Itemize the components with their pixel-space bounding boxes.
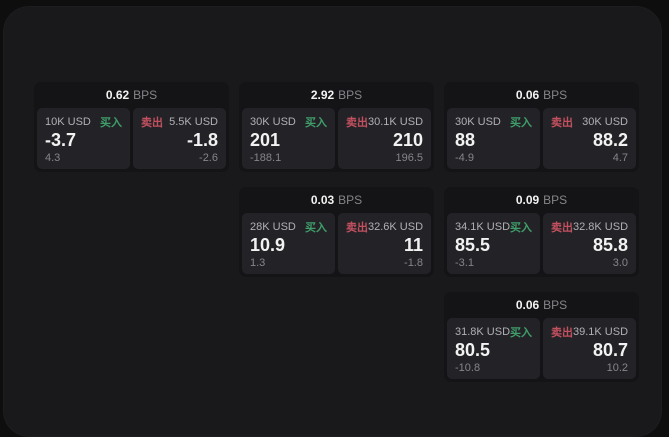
buy-price: 80.5 — [455, 340, 491, 361]
buy-panel[interactable]: 31.8K USD 买入 80.5 -10.8 — [447, 318, 540, 379]
card-body: 28K USD 买入 10.9 1.3 卖出 32.6K USD 11 -1.8 — [239, 213, 434, 277]
card-body: 34.1K USD 买入 85.5 -3.1 卖出 32.8K USD 85.8… — [444, 213, 639, 277]
sell-amount: 5.5K USD — [169, 116, 218, 128]
sell-label: 卖出 — [551, 327, 573, 339]
card-body: 10K USD 买入 -3.7 4.3 卖出 5.5K USD -1.8 -2.… — [34, 108, 229, 172]
buy-price: 85.5 — [455, 235, 491, 256]
buy-delta: -3.1 — [455, 256, 474, 269]
app-window: 0.62 BPS 10K USD 买入 -3.7 4.3 卖出 5.5K USD — [3, 6, 662, 437]
sell-price: 88.2 — [592, 130, 628, 151]
sell-delta: 4.7 — [612, 151, 628, 164]
buy-panel[interactable]: 34.1K USD 买入 85.5 -3.1 — [447, 213, 540, 274]
buy-label: 买入 — [100, 117, 122, 129]
sell-amount: 32.6K USD — [367, 221, 424, 233]
bps-value: 0.09 — [515, 193, 540, 207]
sell-label: 卖出 — [141, 117, 163, 129]
buy-label: 买入 — [510, 327, 533, 339]
sell-price: 11 — [403, 235, 423, 256]
buy-price: 10.9 — [250, 235, 286, 256]
sell-label: 卖出 — [346, 222, 368, 234]
sell-delta: 3.0 — [612, 256, 628, 269]
quote-cards-grid: 0.62 BPS 10K USD 买入 -3.7 4.3 卖出 5.5K USD — [34, 82, 639, 382]
buy-delta: -188.1 — [250, 151, 282, 164]
quote-card-3: 0.06 BPS 30K USD 买入 88 -4.9 卖出 30K USD — [444, 82, 639, 172]
sell-label: 卖出 — [551, 117, 573, 129]
sell-amount: 30.1K USD — [367, 116, 424, 128]
buy-panel[interactable]: 30K USD 买入 201 -188.1 — [242, 108, 335, 169]
sell-panel[interactable]: 卖出 32.6K USD 11 -1.8 — [338, 213, 431, 274]
sell-label: 卖出 — [551, 222, 573, 234]
sell-delta: 196.5 — [395, 151, 423, 164]
buy-delta: -4.9 — [455, 151, 474, 164]
sell-amount: 30K USD — [582, 116, 628, 128]
bps-unit-label: BPS — [338, 193, 363, 207]
card-body: 30K USD 买入 88 -4.9 卖出 30K USD 88.2 4.7 — [444, 108, 639, 172]
buy-label: 买入 — [305, 222, 327, 234]
sell-amount: 32.8K USD — [572, 221, 629, 233]
bps-unit-label: BPS — [338, 88, 363, 102]
buy-price: 201 — [250, 130, 281, 151]
bps-value: 0.62 — [105, 88, 130, 102]
sell-price: 80.7 — [592, 340, 628, 361]
sell-panel[interactable]: 卖出 32.8K USD 85.8 3.0 — [543, 213, 636, 274]
bps-unit-label: BPS — [543, 298, 568, 312]
buy-panel[interactable]: 30K USD 买入 88 -4.9 — [447, 108, 540, 169]
buy-amount: 10K USD — [45, 116, 91, 128]
sell-label: 卖出 — [346, 117, 368, 129]
bps-unit-label: BPS — [133, 88, 158, 102]
bps-unit-label: BPS — [543, 88, 568, 102]
card-header: 0.06 BPS — [444, 82, 639, 108]
buy-amount: 34.1K USD — [455, 221, 511, 233]
sell-delta: -2.6 — [199, 151, 218, 164]
buy-amount: 28K USD — [250, 221, 296, 233]
buy-label: 买入 — [510, 222, 533, 234]
sell-price: 210 — [392, 130, 423, 151]
bps-value: 0.03 — [310, 193, 335, 207]
sell-panel[interactable]: 卖出 30K USD 88.2 4.7 — [543, 108, 636, 169]
buy-amount: 30K USD — [455, 116, 501, 128]
sell-price: -1.8 — [186, 130, 218, 151]
sell-panel[interactable]: 卖出 5.5K USD -1.8 -2.6 — [133, 108, 226, 169]
quote-card-6: 0.06 BPS 31.8K USD 买入 80.5 -10.8 卖出 39.1… — [444, 292, 639, 382]
buy-delta: 1.3 — [250, 256, 266, 269]
buy-panel[interactable]: 10K USD 买入 -3.7 4.3 — [37, 108, 130, 169]
card-body: 31.8K USD 买入 80.5 -10.8 卖出 39.1K USD 80.… — [444, 318, 639, 382]
buy-label: 买入 — [510, 117, 532, 129]
sell-amount: 39.1K USD — [572, 326, 629, 338]
buy-price: 88 — [455, 130, 476, 151]
card-header: 0.03 BPS — [239, 187, 434, 213]
sell-panel[interactable]: 卖出 30.1K USD 210 196.5 — [338, 108, 431, 169]
sell-delta: 10.2 — [606, 361, 628, 374]
buy-delta: -10.8 — [455, 361, 481, 374]
quote-card-5: 0.09 BPS 34.1K USD 买入 85.5 -3.1 卖出 32.8K… — [444, 187, 639, 277]
quote-card-1: 0.62 BPS 10K USD 买入 -3.7 4.3 卖出 5.5K USD — [34, 82, 229, 172]
bps-value: 0.06 — [515, 298, 540, 312]
card-header: 2.92 BPS — [239, 82, 434, 108]
bps-value: 0.06 — [515, 88, 540, 102]
buy-label: 买入 — [305, 117, 327, 129]
sell-panel[interactable]: 卖出 39.1K USD 80.7 10.2 — [543, 318, 636, 379]
card-header: 0.09 BPS — [444, 187, 639, 213]
bps-unit-label: BPS — [543, 193, 568, 207]
quote-card-2: 2.92 BPS 30K USD 买入 201 -188.1 卖出 30.1K … — [239, 82, 434, 172]
card-body: 30K USD 买入 201 -188.1 卖出 30.1K USD 210 1… — [239, 108, 434, 172]
buy-panel[interactable]: 28K USD 买入 10.9 1.3 — [242, 213, 335, 274]
sell-delta: -1.8 — [404, 256, 423, 269]
buy-amount: 31.8K USD — [455, 326, 511, 338]
quote-card-4: 0.03 BPS 28K USD 买入 10.9 1.3 卖出 32.6K US… — [239, 187, 434, 277]
card-header: 0.62 BPS — [34, 82, 229, 108]
buy-delta: 4.3 — [45, 151, 61, 164]
bps-value: 2.92 — [310, 88, 335, 102]
buy-amount: 30K USD — [250, 116, 296, 128]
card-header: 0.06 BPS — [444, 292, 639, 318]
buy-price: -3.7 — [45, 130, 77, 151]
sell-price: 85.8 — [592, 235, 628, 256]
